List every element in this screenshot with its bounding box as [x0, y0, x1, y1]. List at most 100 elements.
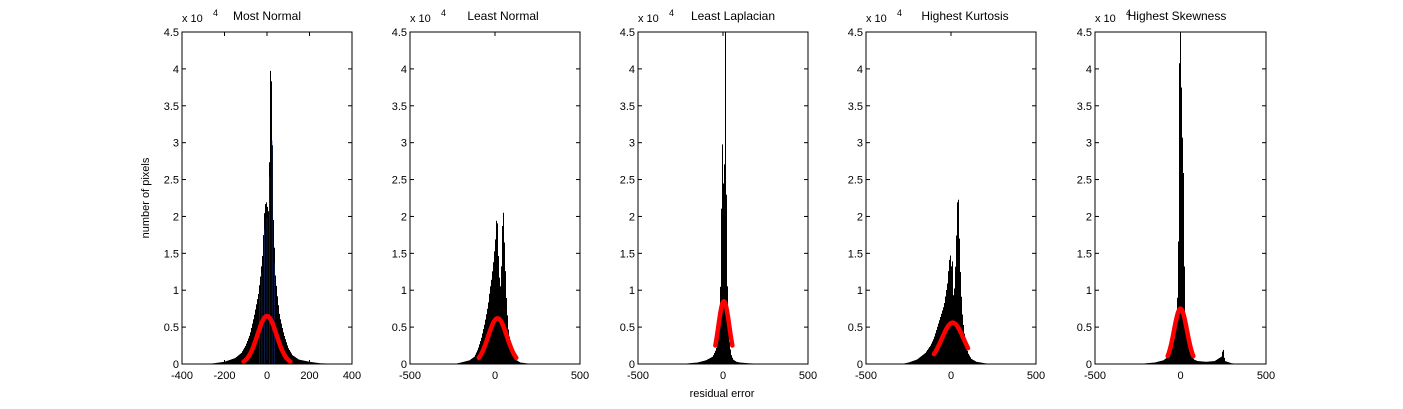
- histogram-bar: [1181, 87, 1182, 364]
- histogram-bar: [742, 362, 743, 364]
- histogram-bar: [236, 356, 237, 364]
- histogram-bar: [1210, 361, 1211, 364]
- y-multiplier-label: x 10: [866, 13, 887, 25]
- histogram-bar: [237, 356, 238, 364]
- histogram-bar: [1169, 354, 1170, 364]
- histogram-bar: [503, 212, 504, 364]
- histogram-bar: [1230, 362, 1231, 364]
- y-tick-label: 3: [173, 138, 179, 150]
- histogram-bar: [1202, 361, 1203, 364]
- histogram-bar: [1188, 345, 1189, 364]
- histogram-bar: [473, 357, 474, 364]
- histogram-bar: [501, 266, 502, 364]
- y-tick-label: 0.5: [1077, 322, 1092, 334]
- histogram-bar: [229, 360, 230, 364]
- x-tick-label: 0: [720, 370, 726, 382]
- histogram-bar: [268, 211, 269, 364]
- histogram-bar: [1209, 361, 1210, 364]
- histogram-bar: [232, 359, 233, 364]
- histogram-bar: [303, 360, 304, 364]
- histogram-bar: [299, 359, 300, 364]
- histogram-bar: [1177, 297, 1178, 364]
- histogram-bar: [716, 347, 717, 364]
- y-tick-label: 0.5: [848, 322, 863, 334]
- y-exponent-label: 4: [213, 8, 218, 18]
- histogram-bar: [316, 362, 317, 364]
- histogram-bar: [230, 359, 231, 364]
- histogram-bar: [975, 361, 976, 364]
- histogram-bar: [693, 362, 694, 364]
- y-multiplier-label: x 10: [638, 13, 659, 25]
- y-tick-label: 0.5: [164, 322, 179, 334]
- histogram-bar: [1150, 362, 1151, 364]
- histogram-bar: [1171, 350, 1172, 364]
- y-tick-label: 2.5: [848, 175, 863, 187]
- histogram-bar: [734, 360, 735, 364]
- histogram-bar: [1183, 172, 1184, 364]
- y-tick-label: 0.5: [620, 322, 635, 334]
- gaussian-fit-curve: [241, 313, 293, 364]
- histogram-bar: [1228, 362, 1229, 364]
- y-axis-label: number of pixels: [140, 157, 152, 238]
- histogram-bar: [1186, 329, 1187, 364]
- y-tick-label: 2.5: [392, 175, 407, 187]
- histogram-bar: [952, 261, 953, 364]
- histogram-bar: [285, 339, 286, 364]
- y-tick-label: 2: [401, 211, 407, 223]
- histogram-bar: [461, 362, 462, 364]
- gaussian-fit-curve: [1165, 306, 1196, 359]
- histogram-bar: [951, 266, 952, 364]
- histogram-bar: [928, 348, 929, 364]
- histogram-bar: [1212, 361, 1213, 364]
- y-tick-label: 3.5: [164, 101, 179, 113]
- y-tick-label: 0: [173, 359, 179, 371]
- histogram-bar: [233, 358, 234, 364]
- histogram-bar: [308, 361, 309, 364]
- histogram-bar: [1167, 357, 1168, 364]
- y-tick-label: 2: [173, 211, 179, 223]
- histogram-bar: [1187, 339, 1188, 364]
- chart-title: Most Normal: [233, 9, 301, 23]
- y-tick-label: 1: [629, 285, 635, 297]
- histogram-bar: [1164, 359, 1165, 364]
- histogram-bar: [980, 362, 981, 364]
- y-multiplier-label: x 10: [182, 13, 203, 25]
- histogram-bar: [931, 343, 932, 364]
- histogram-bar: [1163, 360, 1164, 364]
- histogram-bar: [1204, 361, 1205, 364]
- histogram-bar: [736, 361, 737, 364]
- x-tick-label: -400: [171, 370, 193, 382]
- histogram-bar: [310, 361, 311, 364]
- gaussian-fit-curve: [476, 315, 519, 361]
- y-exponent-label: 4: [441, 8, 446, 18]
- histogram-bar: [1153, 362, 1154, 364]
- y-tick-label: 3: [857, 138, 863, 150]
- histogram-bar: [495, 239, 496, 364]
- histogram-bar: [702, 361, 703, 364]
- x-tick-label: 0: [492, 370, 498, 382]
- histogram-bars: [683, 32, 762, 364]
- histogram-bar: [1208, 361, 1209, 364]
- chart-title: Least Normal: [467, 9, 538, 23]
- y-tick-label: 1.5: [1077, 248, 1092, 260]
- histogram-bar: [240, 353, 241, 364]
- histogram-bar: [465, 361, 466, 364]
- histogram-bar: [708, 358, 709, 364]
- histogram-bar: [1206, 361, 1207, 364]
- histogram-bar: [1221, 356, 1222, 364]
- histogram-bar: [970, 357, 971, 364]
- histogram-bar: [958, 199, 959, 364]
- histogram-bar: [976, 361, 977, 364]
- histogram-bar: [1159, 361, 1160, 364]
- x-axis-label: residual error: [690, 388, 755, 400]
- histogram-bar: [920, 356, 921, 364]
- histogram-bar: [1226, 361, 1227, 364]
- histogram-bar: [312, 362, 313, 364]
- histogram-bar: [459, 362, 460, 364]
- histogram-bar: [241, 352, 242, 364]
- y-tick-label: 1.5: [620, 248, 635, 260]
- histogram-bar: [513, 355, 514, 364]
